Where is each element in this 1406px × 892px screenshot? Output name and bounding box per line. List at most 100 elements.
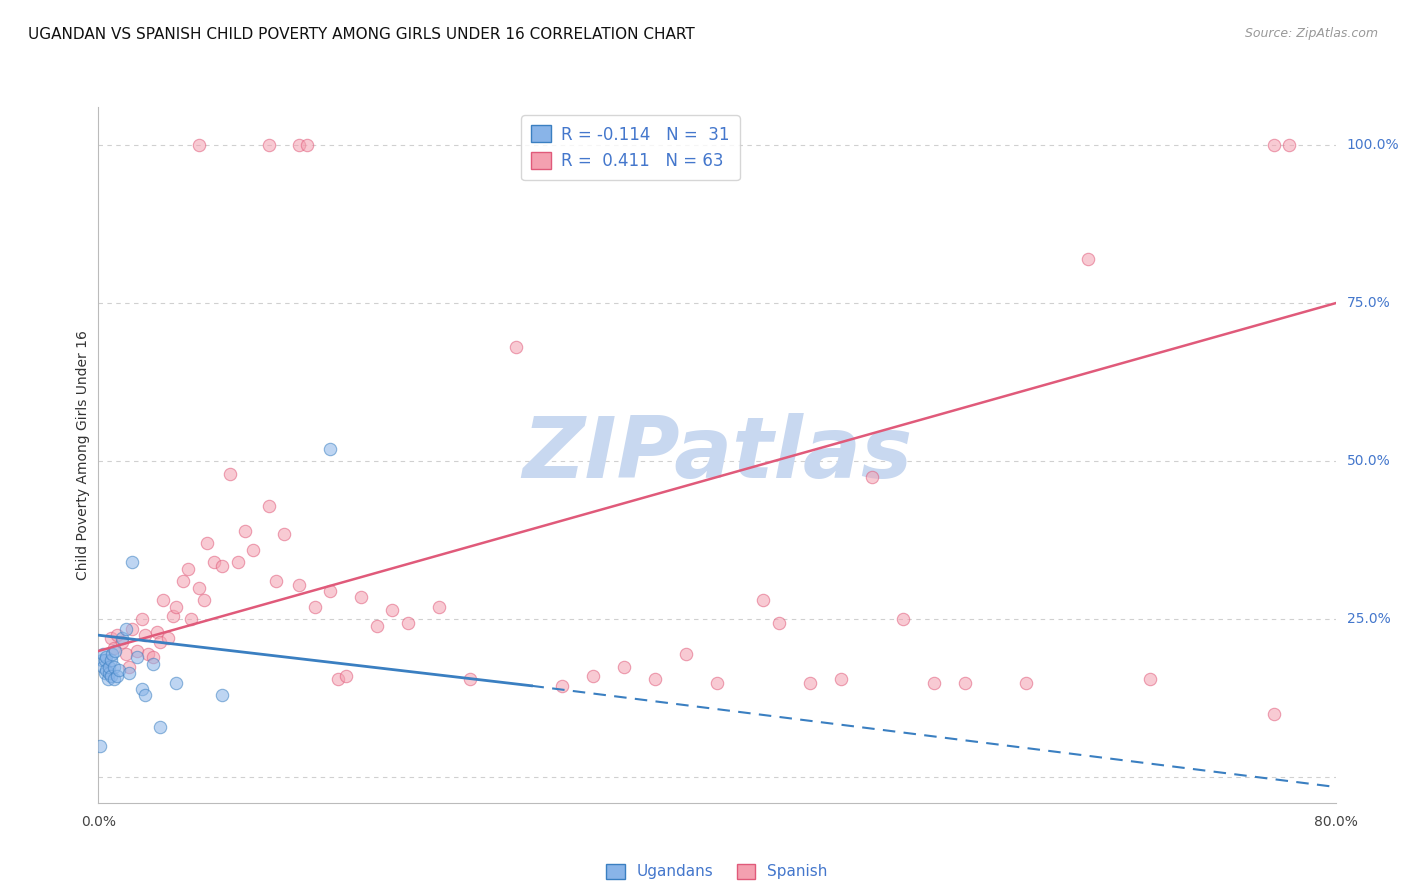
Point bbox=[226, 556, 249, 570]
Point bbox=[891, 612, 914, 626]
Text: 75.0%: 75.0% bbox=[1347, 296, 1391, 310]
Point bbox=[1139, 673, 1161, 687]
Point bbox=[188, 581, 211, 595]
Point bbox=[101, 647, 124, 661]
Point bbox=[98, 660, 121, 674]
Point bbox=[304, 599, 326, 614]
Point bbox=[131, 681, 153, 696]
Point bbox=[180, 612, 202, 626]
Point bbox=[257, 138, 280, 153]
Legend: Ugandans, Spanish: Ugandans, Spanish bbox=[600, 857, 834, 886]
Point bbox=[141, 650, 165, 665]
Point bbox=[121, 556, 143, 570]
Point bbox=[505, 340, 527, 354]
Point bbox=[752, 593, 775, 607]
Point bbox=[134, 628, 156, 642]
Point bbox=[613, 660, 636, 674]
Point bbox=[1077, 252, 1099, 266]
Point bbox=[98, 666, 121, 681]
Point bbox=[105, 669, 128, 683]
Y-axis label: Child Poverty Among Girls Under 16: Child Poverty Among Girls Under 16 bbox=[76, 330, 90, 580]
Point bbox=[162, 609, 184, 624]
Point bbox=[111, 634, 132, 648]
Point bbox=[105, 628, 128, 642]
Point bbox=[319, 442, 342, 456]
Point bbox=[427, 599, 450, 614]
Point bbox=[100, 669, 122, 683]
Point bbox=[204, 556, 226, 570]
Point bbox=[118, 666, 141, 681]
Point bbox=[1263, 138, 1285, 153]
Point bbox=[288, 577, 311, 591]
Point bbox=[127, 644, 149, 658]
Point bbox=[127, 650, 149, 665]
Point bbox=[830, 673, 852, 687]
Text: 50.0%: 50.0% bbox=[1347, 454, 1391, 468]
Point bbox=[350, 591, 373, 605]
Point bbox=[644, 673, 666, 687]
Point bbox=[100, 632, 122, 646]
Point bbox=[152, 593, 174, 607]
Point bbox=[335, 669, 357, 683]
Point bbox=[211, 688, 233, 702]
Point bbox=[111, 632, 132, 646]
Point bbox=[118, 660, 141, 674]
Point bbox=[115, 622, 138, 636]
Point bbox=[1278, 138, 1301, 153]
Point bbox=[107, 663, 129, 677]
Point bbox=[396, 615, 419, 630]
Point bbox=[149, 634, 172, 648]
Point bbox=[326, 673, 350, 687]
Point bbox=[91, 647, 114, 661]
Point bbox=[273, 527, 295, 541]
Point bbox=[922, 675, 945, 690]
Point bbox=[193, 593, 215, 607]
Point bbox=[93, 666, 115, 681]
Point bbox=[93, 653, 115, 667]
Point bbox=[219, 467, 242, 481]
Point bbox=[288, 138, 311, 153]
Point bbox=[1263, 707, 1285, 722]
Point bbox=[104, 644, 127, 658]
Text: Source: ZipAtlas.com: Source: ZipAtlas.com bbox=[1244, 27, 1378, 40]
Point bbox=[115, 647, 138, 661]
Point bbox=[177, 562, 200, 576]
Point bbox=[366, 618, 388, 632]
Point bbox=[381, 603, 404, 617]
Point bbox=[96, 650, 118, 665]
Point bbox=[103, 640, 125, 655]
Point bbox=[136, 647, 159, 661]
Point bbox=[242, 542, 264, 557]
Point bbox=[1015, 675, 1038, 690]
Point bbox=[264, 574, 288, 589]
Point bbox=[675, 647, 697, 661]
Point bbox=[149, 720, 172, 734]
Point bbox=[103, 673, 125, 687]
Point bbox=[89, 739, 111, 753]
Point bbox=[100, 653, 122, 667]
Text: 100.0%: 100.0% bbox=[1347, 138, 1399, 152]
Point bbox=[233, 524, 257, 538]
Point bbox=[165, 599, 187, 614]
Point bbox=[172, 574, 194, 589]
Point bbox=[165, 675, 187, 690]
Point bbox=[706, 675, 728, 690]
Point bbox=[121, 622, 143, 636]
Point bbox=[953, 675, 976, 690]
Point bbox=[211, 558, 233, 573]
Point bbox=[91, 660, 114, 674]
Point bbox=[96, 663, 118, 677]
Point bbox=[157, 632, 180, 646]
Point bbox=[319, 583, 342, 598]
Point bbox=[458, 673, 481, 687]
Point bbox=[103, 660, 125, 674]
Point bbox=[257, 499, 280, 513]
Point bbox=[131, 612, 153, 626]
Point bbox=[860, 470, 883, 484]
Text: UGANDAN VS SPANISH CHILD POVERTY AMONG GIRLS UNDER 16 CORRELATION CHART: UGANDAN VS SPANISH CHILD POVERTY AMONG G… bbox=[28, 27, 695, 42]
Point bbox=[134, 688, 156, 702]
Text: 25.0%: 25.0% bbox=[1347, 613, 1391, 626]
Point bbox=[551, 679, 574, 693]
Point bbox=[146, 625, 169, 640]
Point bbox=[297, 138, 319, 153]
